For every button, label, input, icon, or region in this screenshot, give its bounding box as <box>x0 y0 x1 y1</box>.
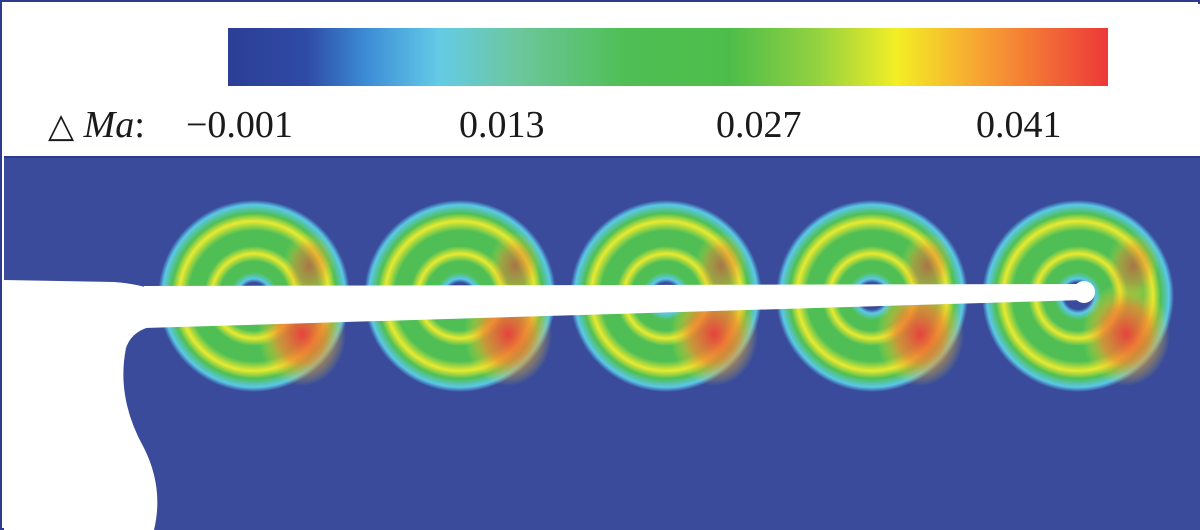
upper-high-region-5 <box>1107 232 1159 300</box>
delta-symbol: △ <box>48 106 75 146</box>
variable-name: Ma <box>83 104 135 146</box>
tick-label-max: 0.041 <box>976 104 1062 146</box>
jet-streak <box>144 284 1089 328</box>
body-wall <box>4 280 158 530</box>
upper-high-region-4 <box>901 232 953 300</box>
legend-variable-label: △ Ma: <box>48 106 145 144</box>
high-value-region-5 <box>1082 282 1170 386</box>
high-value-region-4 <box>876 282 964 386</box>
upper-high-region-2 <box>489 232 541 300</box>
upper-high-region-3 <box>695 232 747 300</box>
flow-field-plot <box>4 158 1200 530</box>
label-separator: : <box>134 104 145 146</box>
legend-panel: △ Ma: −0.001 0.013 0.027 0.041 <box>4 4 1200 158</box>
colorbar <box>228 28 1108 86</box>
upper-high-region-1 <box>283 232 335 300</box>
jet-tip <box>1073 281 1095 303</box>
tick-label-3: 0.027 <box>716 104 802 146</box>
tick-label-2: 0.013 <box>459 104 545 146</box>
tick-label-min: −0.001 <box>186 104 293 146</box>
